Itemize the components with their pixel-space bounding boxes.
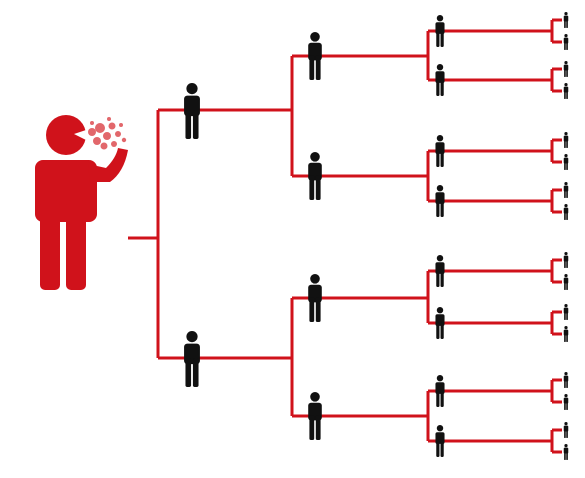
person-icon — [563, 83, 569, 99]
person-icon — [308, 392, 322, 440]
person-icon — [563, 154, 569, 170]
person-icon — [435, 425, 445, 457]
person-icon — [563, 132, 569, 148]
person-icon — [563, 34, 569, 50]
person-icon — [563, 182, 569, 198]
person-icon — [184, 331, 200, 387]
person-icon — [435, 135, 445, 167]
person-icon — [563, 12, 569, 28]
person-icon — [563, 394, 569, 410]
contact-people — [184, 12, 569, 460]
source-person — [35, 115, 128, 290]
person-icon — [435, 375, 445, 407]
person-icon — [435, 255, 445, 287]
person-icon — [563, 304, 569, 320]
person-icon — [308, 152, 322, 200]
cough-cloud-icon — [88, 117, 127, 150]
person-icon — [563, 252, 569, 268]
person-icon — [563, 274, 569, 290]
person-icon — [563, 61, 569, 77]
tree-connector-lines — [128, 18, 562, 454]
person-icon — [563, 422, 569, 438]
person-icon — [563, 326, 569, 342]
coughing-person-icon — [35, 115, 128, 290]
person-icon — [435, 63, 445, 96]
person-icon — [184, 83, 200, 139]
person-icon — [563, 372, 569, 388]
person-icon — [435, 15, 445, 47]
person-icon — [435, 307, 445, 339]
person-icon — [308, 32, 322, 80]
person-icon — [308, 274, 322, 322]
person-icon — [563, 204, 569, 220]
person-icon — [435, 185, 445, 217]
person-icon — [563, 444, 569, 460]
